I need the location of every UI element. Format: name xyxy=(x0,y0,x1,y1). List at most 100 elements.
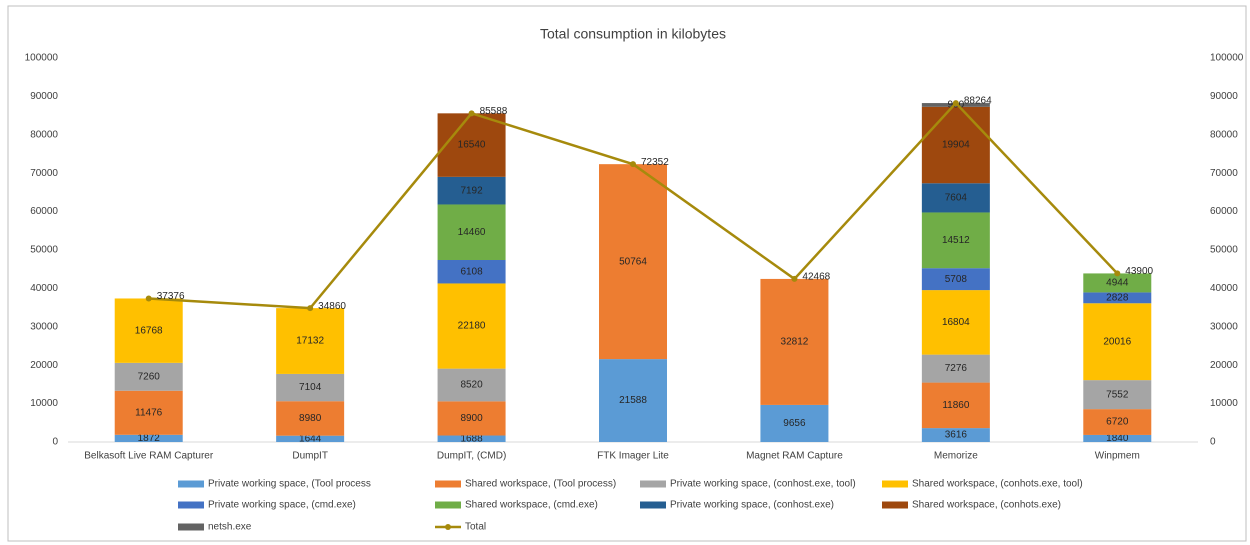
legend-label: Shared workspace, (cmd.exe) xyxy=(465,500,598,511)
data-label: 6720 xyxy=(1106,417,1129,428)
data-label: 4944 xyxy=(1106,278,1129,289)
data-label: 8900 xyxy=(460,413,483,424)
data-label: 7604 xyxy=(945,193,968,204)
total-label: 37376 xyxy=(157,291,185,302)
data-label: 11476 xyxy=(135,407,163,418)
total-label: 43900 xyxy=(1125,266,1153,277)
bar-segment xyxy=(1083,409,1152,435)
y-tick-label: 20000 xyxy=(30,360,58,371)
data-label: 3616 xyxy=(945,430,968,441)
y-tick-label: 70000 xyxy=(30,168,58,179)
data-label: 5708 xyxy=(945,274,968,285)
y-tick-label: 100000 xyxy=(25,53,59,64)
total-point xyxy=(1114,270,1121,277)
total-point xyxy=(307,305,314,312)
data-label: 7260 xyxy=(138,371,161,382)
bar-segment xyxy=(1083,380,1152,410)
data-label: 17132 xyxy=(296,336,324,347)
y2-tick-label: 0 xyxy=(1210,437,1216,448)
data-label: 8980 xyxy=(299,413,322,424)
data-label: 20016 xyxy=(1103,336,1131,347)
data-label: 1688 xyxy=(460,433,483,444)
data-label: 16540 xyxy=(458,140,486,151)
bar-segment xyxy=(437,283,506,369)
y-tick-label: 0 xyxy=(52,437,58,448)
legend-swatch xyxy=(882,501,908,509)
bar-segment xyxy=(276,308,345,374)
data-label: 1872 xyxy=(138,433,161,444)
bar-segment xyxy=(760,278,829,405)
x-tick-label: Memorize xyxy=(934,451,978,462)
data-label: 7192 xyxy=(460,185,483,196)
bar-segment xyxy=(276,435,345,442)
y2-tick-label: 30000 xyxy=(1210,321,1238,332)
legend-label: Shared workspace, (conhots.exe, tool) xyxy=(912,479,1083,490)
y2-tick-label: 90000 xyxy=(1210,91,1238,102)
x-tick-label: DumpIT xyxy=(292,451,328,462)
legend-swatch xyxy=(178,523,204,531)
total-point xyxy=(952,100,959,107)
data-label: 14512 xyxy=(942,235,970,246)
legend-label: Total xyxy=(465,522,486,533)
data-label: 19904 xyxy=(942,140,970,151)
bar-segment xyxy=(437,176,506,205)
y2-tick-label: 100000 xyxy=(1210,53,1244,64)
legend-swatch xyxy=(435,501,461,509)
legend-swatch xyxy=(640,480,666,488)
x-tick-label: DumpIT, (CMD) xyxy=(437,451,506,462)
data-label: 7552 xyxy=(1106,389,1129,400)
total-label: 34860 xyxy=(318,301,346,312)
x-tick-label: Magnet RAM Capture xyxy=(746,451,843,462)
bar-segment xyxy=(437,401,506,436)
y2-tick-label: 60000 xyxy=(1210,206,1238,217)
bar-segment xyxy=(1083,273,1152,293)
data-label: 9656 xyxy=(783,418,806,429)
legend-label: Private working space, (conhost.exe, too… xyxy=(670,479,856,490)
bar-segment xyxy=(921,212,990,269)
data-label: 50764 xyxy=(619,256,647,267)
total-point xyxy=(468,110,475,117)
bar-segment xyxy=(599,359,667,442)
legend-swatch xyxy=(640,501,666,509)
y-tick-label: 80000 xyxy=(30,129,58,140)
data-label: 11860 xyxy=(942,400,970,411)
legend-swatch xyxy=(882,480,908,488)
data-label: 32812 xyxy=(781,337,809,348)
bar-segment xyxy=(921,382,990,429)
bar-segment xyxy=(921,268,990,291)
y2-tick-label: 70000 xyxy=(1210,168,1238,179)
total-point xyxy=(791,275,798,282)
total-label: 88264 xyxy=(964,96,992,107)
bar-segment xyxy=(114,390,183,435)
legend-label: netsh.exe xyxy=(208,522,252,533)
x-tick-label: Belkasoft Live RAM Capturer xyxy=(84,451,214,462)
bar-segment xyxy=(114,434,183,442)
data-label: 8520 xyxy=(460,380,483,391)
legend-point xyxy=(445,524,451,530)
bar-segment xyxy=(437,368,506,402)
data-label: 14460 xyxy=(458,227,486,238)
bar-segment xyxy=(437,435,506,442)
total-label: 85588 xyxy=(480,106,508,117)
data-label: 7276 xyxy=(945,363,968,374)
bar-segment xyxy=(599,164,667,360)
bar-segment xyxy=(921,183,990,213)
y-tick-label: 60000 xyxy=(30,206,58,217)
data-label: 16768 xyxy=(135,325,163,336)
bar-segment xyxy=(114,362,183,391)
bar-segment xyxy=(276,373,345,402)
bar-segment xyxy=(921,290,990,355)
y2-tick-label: 80000 xyxy=(1210,129,1238,140)
bar-segment xyxy=(1083,292,1152,304)
legend-label: Shared workspace, (Tool process) xyxy=(465,479,616,490)
bar-segment xyxy=(114,298,183,363)
data-label: 2828 xyxy=(1106,292,1129,303)
legend-label: Private working space, (cmd.exe) xyxy=(208,500,356,511)
x-tick-label: Winpmem xyxy=(1095,451,1140,462)
data-label: 7104 xyxy=(299,382,322,393)
bar-segment xyxy=(437,204,506,260)
y2-tick-label: 50000 xyxy=(1210,245,1238,256)
legend-label: Private working space, (Tool process xyxy=(208,479,371,490)
legend-swatch xyxy=(178,501,204,509)
y-tick-label: 30000 xyxy=(30,321,58,332)
